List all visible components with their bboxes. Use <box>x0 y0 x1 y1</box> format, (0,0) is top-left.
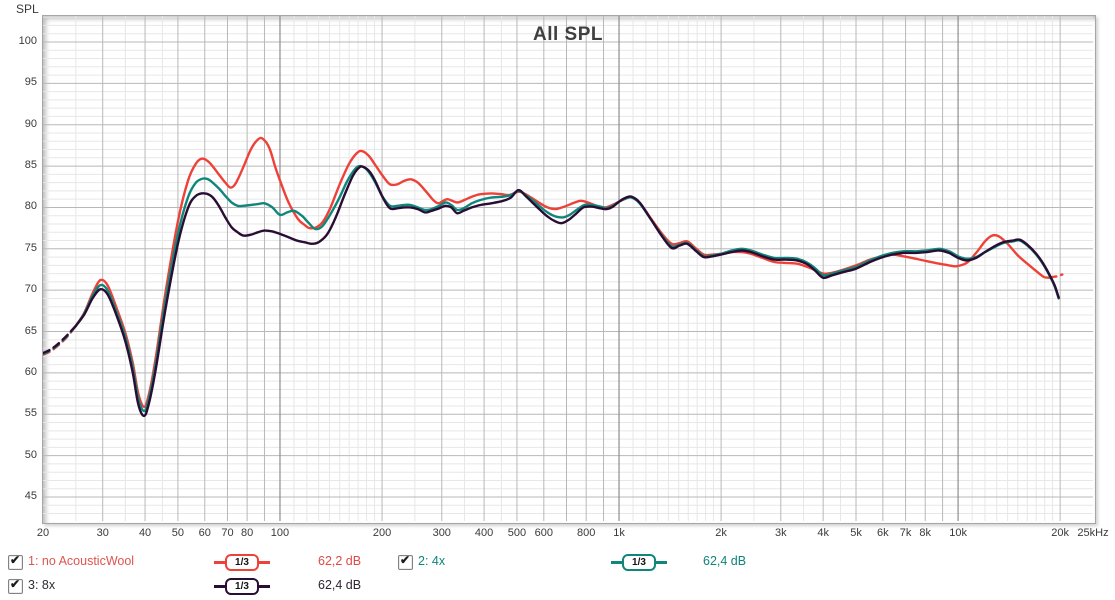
badge-line-left <box>611 561 622 564</box>
x-tick-label: 50 <box>171 527 185 539</box>
x-tick-label: 10k <box>949 527 967 539</box>
smoothing-value: 1/3 <box>235 581 249 592</box>
y-tick-label: 45 <box>24 490 37 502</box>
y-tick-label: 70 <box>24 283 37 296</box>
y-tick-label: 55 <box>24 407 37 420</box>
x-tick-label: 100 <box>270 527 290 539</box>
trace1-checkbox[interactable]: ✔ <box>8 553 23 570</box>
trace2-checkbox[interactable]: ✔ <box>398 553 413 570</box>
plot-area[interactable] <box>42 15 1096 524</box>
x-tick-label: 5k <box>850 527 862 539</box>
y-tick-label: 100 <box>18 34 37 47</box>
x-tick-label: 80 <box>241 527 254 539</box>
smoothing-value: 1/3 <box>235 557 249 568</box>
y-tick-label: 60 <box>24 365 37 378</box>
x-tick-label: 600 <box>534 527 553 539</box>
x-tick-label: 300 <box>432 527 451 539</box>
y-tick-label: 85 <box>24 159 37 172</box>
x-tick-label: 40 <box>138 527 152 539</box>
x-tick-label: 7k <box>899 527 912 539</box>
x-tick-label: 20 <box>36 527 50 539</box>
badge-line-left <box>214 585 225 588</box>
trace-3-dashed-head <box>43 324 78 355</box>
x-tick-label: 8k <box>919 527 932 539</box>
trace-3-path <box>74 165 1060 418</box>
x-tick-label: 20k <box>1051 527 1070 539</box>
x-tick-label: 800 <box>576 527 596 539</box>
x-tick-label: 500 <box>507 527 527 539</box>
badge-line-right <box>259 585 270 588</box>
trace1-label[interactable]: 1: no AcousticWool <box>28 554 135 568</box>
trace1-smoothing-badge[interactable]: 1/3 <box>214 554 270 571</box>
trace-1-path <box>74 136 1051 408</box>
legend-item-trace2: ✔ 2: 4x 1/3 62,4 dB <box>398 553 790 573</box>
smoothing-badge-box: 1/3 <box>225 578 259 595</box>
y-tick-label: 95 <box>24 76 37 89</box>
badge-line-left <box>214 561 225 564</box>
trace3-label[interactable]: 3: 8x <box>28 578 56 592</box>
y-axis-title: SPL <box>16 2 39 16</box>
y-tick-label: 65 <box>24 324 37 337</box>
x-tick-label: 1k <box>613 527 625 539</box>
legend-item-trace1: ✔ 1: no AcousticWool 1/3 62,2 dB <box>8 553 400 573</box>
smoothing-badge-box: 1/3 <box>622 554 656 571</box>
trace-2-path <box>74 164 1060 413</box>
x-tick-label: 3k <box>774 527 787 539</box>
badge-line-right <box>656 561 667 564</box>
x-tick-label: 6k <box>877 527 889 539</box>
smoothing-badge-box: 1/3 <box>225 554 259 571</box>
legend-item-trace3: ✔ 3: 8x 1/3 62,4 dB <box>8 577 400 597</box>
x-tick-label: 400 <box>474 527 494 539</box>
x-tick-label: 60 <box>198 527 211 539</box>
checkmark-icon: ✔ <box>400 553 411 567</box>
x-tick-label: 70 <box>221 527 234 539</box>
spl-graph-canvas[interactable] <box>43 16 1093 521</box>
y-tick-label: 90 <box>24 117 37 130</box>
checkmark-icon: ✔ <box>10 553 21 567</box>
trace2-smoothing-badge[interactable]: 1/3 <box>611 554 667 571</box>
y-tick-label: 75 <box>24 241 37 254</box>
x-tick-label: 25kHz <box>1077 527 1109 539</box>
checkmark-icon: ✔ <box>10 577 21 591</box>
x-tick-label: 4k <box>817 527 829 539</box>
x-tick-label: 200 <box>372 527 392 539</box>
smoothing-value: 1/3 <box>632 557 646 568</box>
x-tick-label: 2k <box>715 527 727 539</box>
trace3-spl-value: 62,4 dB <box>318 578 362 592</box>
y-tick-label: 50 <box>24 448 37 461</box>
trace2-spl-value: 62,4 dB <box>703 554 747 568</box>
x-tick-label: 30 <box>96 527 109 539</box>
y-tick-label: 80 <box>24 200 37 213</box>
trace1-spl-value: 62,2 dB <box>318 554 362 568</box>
trace3-checkbox[interactable]: ✔ <box>8 577 23 594</box>
trace3-smoothing-badge[interactable]: 1/3 <box>214 578 270 595</box>
trace2-label[interactable]: 2: 4x <box>418 554 446 568</box>
badge-line-right <box>259 561 270 564</box>
